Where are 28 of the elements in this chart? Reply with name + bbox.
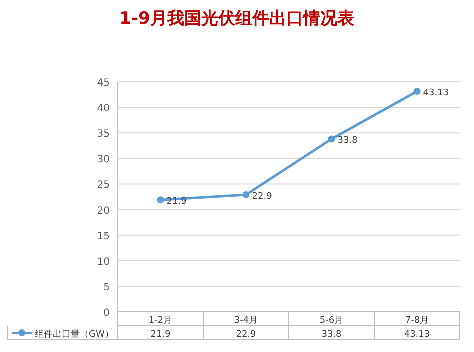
point bbox=[328, 136, 336, 143]
y-tick-label: 5 bbox=[104, 282, 110, 294]
x-tick-label: 7-8月 bbox=[405, 316, 430, 326]
data-label: 33.8 bbox=[338, 136, 358, 146]
point bbox=[414, 88, 421, 96]
text: 43.13 bbox=[404, 330, 430, 340]
text: 21.9 bbox=[150, 330, 172, 340]
y-tick-label: 30 bbox=[97, 154, 110, 166]
y-tick-label: 35 bbox=[97, 129, 110, 140]
x-tick-label: 5-6月 bbox=[320, 316, 344, 326]
legend-label: 组件出口量（GW） bbox=[35, 329, 114, 340]
y-tick-label: 15 bbox=[97, 231, 110, 242]
y-tick-label: 0 bbox=[104, 308, 110, 319]
text: 22.9 bbox=[236, 330, 257, 340]
y-tick-label: 10 bbox=[97, 256, 110, 268]
data-label: 43.13 bbox=[423, 88, 450, 99]
chart-title: 1-9月我国光伏组件出口情况表 bbox=[120, 9, 356, 29]
x-tick-label: 3-4月 bbox=[234, 316, 258, 326]
text: 33.8 bbox=[322, 330, 342, 340]
y-tick-label: 45 bbox=[97, 78, 110, 89]
y-tick-label: 20 bbox=[97, 206, 110, 217]
y-tick-label: 40 bbox=[97, 104, 110, 115]
data-label: 21.9 bbox=[166, 197, 188, 208]
point bbox=[157, 196, 164, 204]
data-label: 22.9 bbox=[252, 192, 273, 202]
x-tick-label: 1-2月 bbox=[148, 316, 173, 326]
y-tick-label: 25 bbox=[97, 180, 110, 192]
point bbox=[242, 191, 250, 198]
